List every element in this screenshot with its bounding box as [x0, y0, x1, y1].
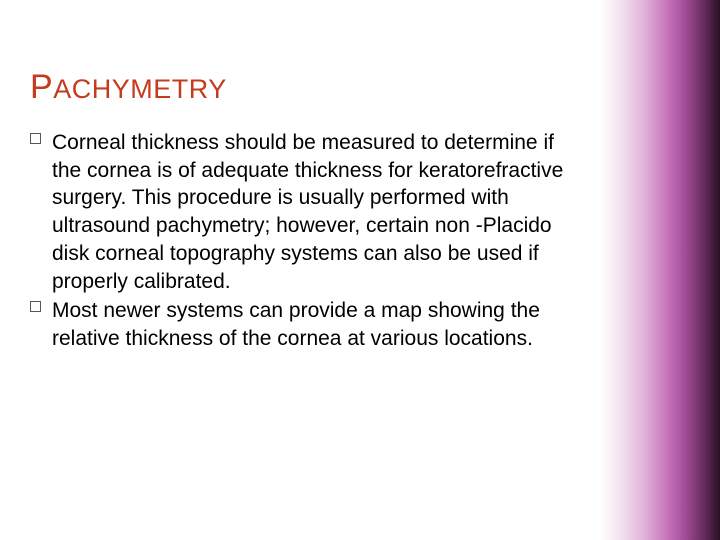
slide: PACHYMETRY Corneal thickness should be m…	[0, 0, 720, 540]
title-first-letter: P	[30, 68, 53, 106]
content-area: PACHYMETRY Corneal thickness should be m…	[0, 0, 600, 540]
bullet-text: Corneal thickness should be measured to …	[52, 131, 563, 293]
square-bullet-icon	[30, 133, 41, 144]
title-rest: ACHYMETRY	[53, 74, 227, 104]
list-item: Most newer systems can provide a map sho…	[30, 297, 580, 352]
slide-title: PACHYMETRY	[30, 68, 580, 107]
list-item: Corneal thickness should be measured to …	[30, 129, 580, 295]
bullet-text: Most newer systems can provide a map sho…	[52, 299, 540, 350]
square-bullet-icon	[30, 301, 41, 312]
bullet-list: Corneal thickness should be measured to …	[30, 129, 580, 353]
gradient-sidebar	[600, 0, 720, 540]
